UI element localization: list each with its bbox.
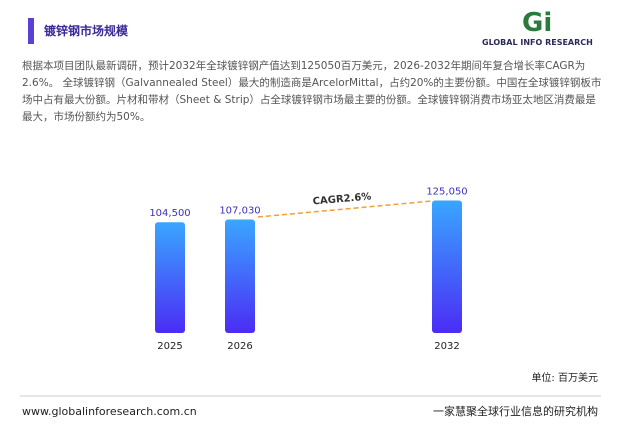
bar <box>225 219 255 333</box>
page-title: 镀锌钢市场规模 <box>44 24 129 38</box>
value-label: 107,030 <box>219 206 260 217</box>
x-tick-label: 2032 <box>434 341 459 352</box>
logo-text: GLOBAL INFO RESEARCH <box>482 38 593 47</box>
bar <box>432 200 462 333</box>
intro-text: 根据本项目团队最新调研，预计2032年全球镀锌钢产值达到125050百万美元，2… <box>22 60 602 123</box>
cagr-line <box>257 200 433 218</box>
value-label: 104,500 <box>149 208 190 219</box>
footer-website: www.globalinforesearch.com.cn <box>22 405 197 418</box>
logo-mark: Gi <box>522 8 553 38</box>
cagr-label: CAGR2.6% <box>312 191 371 207</box>
x-tick-label: 2026 <box>227 341 252 352</box>
title-accent <box>28 18 34 44</box>
bar <box>155 222 185 333</box>
unit-label: 单位: 百万美元 <box>531 371 598 384</box>
footer-slogan: 一家慧聚全球行业信息的研究机构 <box>433 404 598 418</box>
value-label: 125,050 <box>426 186 467 197</box>
x-tick-label: 2025 <box>157 341 182 352</box>
